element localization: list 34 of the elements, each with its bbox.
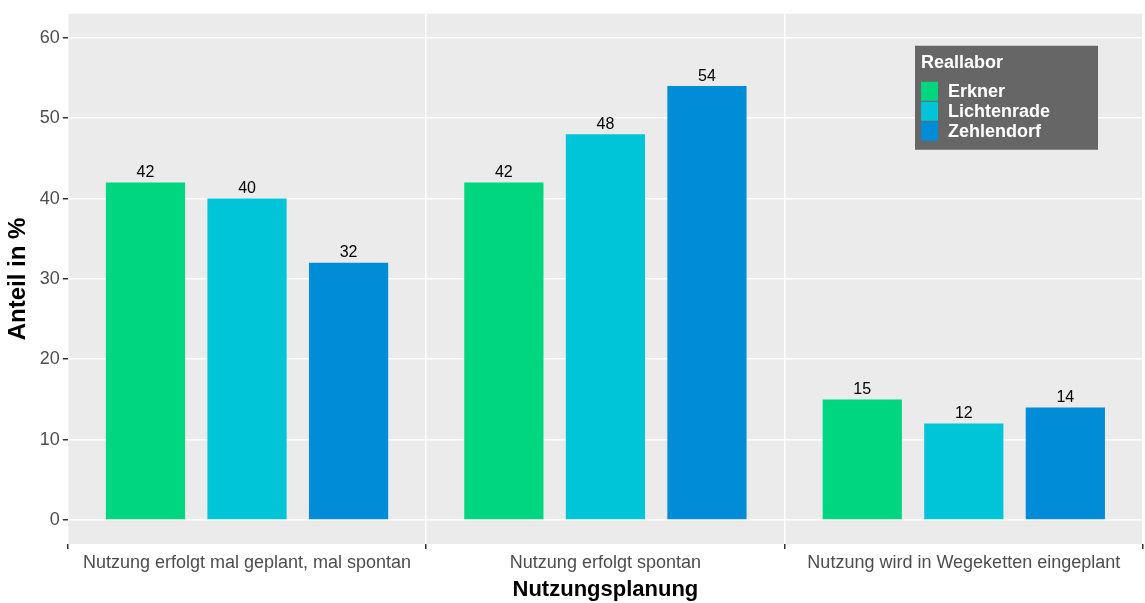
data-label: 54: [698, 66, 716, 84]
bar: [1025, 407, 1105, 520]
data-label: 42: [494, 162, 513, 180]
bar: [822, 399, 902, 520]
data-label: 12: [954, 403, 973, 421]
legend-label: Erkner: [948, 80, 1006, 101]
data-label: 40: [238, 178, 257, 196]
bar: [565, 134, 646, 520]
y-tick-label: 60: [39, 26, 60, 47]
bar: [105, 182, 186, 520]
data-label: 42: [136, 162, 155, 180]
legend-label: Lichtenrade: [948, 100, 1051, 121]
y-tick-label: 10: [39, 428, 60, 449]
y-tick-label: 40: [39, 187, 60, 208]
y-axis-title: Anteil in %: [3, 217, 31, 341]
x-tick-label: Nutzung wird in Wegeketten eingeplant: [807, 551, 1121, 572]
legend-title: Reallabor: [921, 51, 1004, 72]
x-tick-label: Nutzung erfolgt spontan: [509, 551, 701, 572]
bar: [207, 198, 287, 520]
data-label: 14: [1056, 387, 1075, 405]
bar: [308, 262, 389, 520]
bar: [924, 423, 1004, 520]
bar: [667, 86, 747, 520]
data-label: 48: [596, 114, 615, 132]
bar: [464, 182, 544, 520]
data-label: 15: [853, 379, 872, 397]
y-tick-label: 20: [39, 348, 60, 369]
y-tick-label: 0: [49, 508, 60, 529]
y-tick-label: 50: [39, 107, 60, 128]
x-tick-label: Nutzung erfolgt mal geplant, mal spontan: [82, 551, 412, 572]
y-tick-label: 30: [39, 267, 60, 288]
data-label: 32: [339, 243, 358, 261]
legend-label: Zehlendorf: [948, 120, 1042, 141]
x-axis-title: Nutzungsplanung: [512, 575, 699, 601]
